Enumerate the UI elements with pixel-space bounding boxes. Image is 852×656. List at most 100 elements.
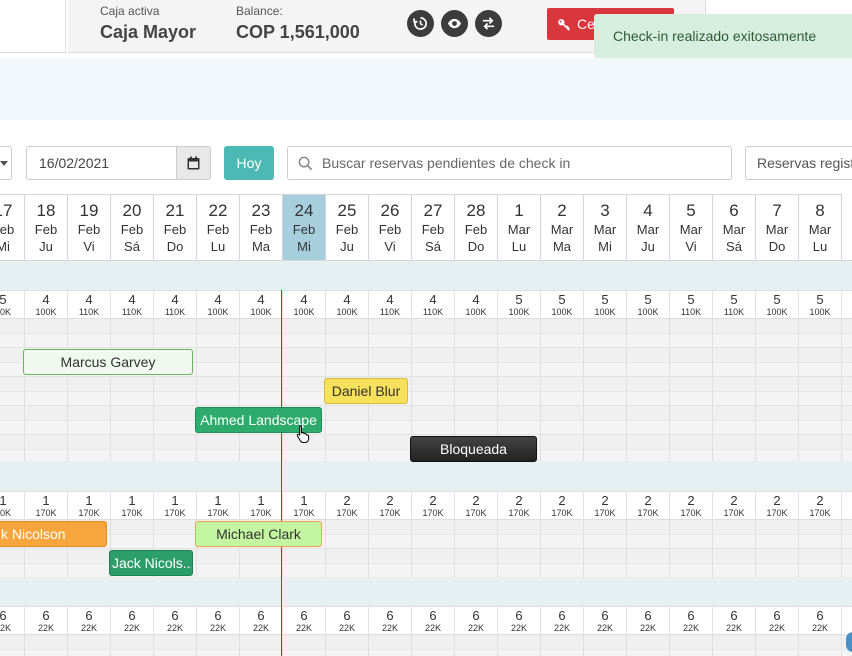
view-select[interactable] <box>0 146 12 180</box>
day-header[interactable]: 20 Feb Sá <box>111 194 154 260</box>
active-cash-value: Caja Mayor <box>100 22 197 42</box>
availability-cell[interactable]: 2 170K <box>369 492 412 520</box>
history-button[interactable] <box>407 10 434 37</box>
day-header[interactable]: 26 Feb Vi <box>369 194 412 260</box>
view-balance-button[interactable] <box>441 10 468 37</box>
availability-cell[interactable]: 5 100K <box>498 291 541 319</box>
availability-cell[interactable]: 5 100K <box>541 291 584 319</box>
date-input[interactable]: 16/02/2021 <box>26 146 177 180</box>
availability-cell[interactable]: 2 170K <box>713 492 756 520</box>
availability-cell[interactable]: 4 110K <box>369 291 412 319</box>
availability-cell[interactable]: 1 170K <box>111 492 154 520</box>
search-input[interactable] <box>322 147 722 179</box>
day-header[interactable]: 6 Mar Sá <box>713 194 756 260</box>
day-header[interactable]: 18 Feb Ju <box>25 194 68 260</box>
day-header[interactable]: 19 Feb Vi <box>68 194 111 260</box>
availability-cell[interactable]: 2 170K <box>498 492 541 520</box>
day-header[interactable]: 2 Mar Ma <box>541 194 584 260</box>
today-button[interactable]: Hoy <box>224 146 274 180</box>
availability-cell[interactable]: 4 100K <box>326 291 369 319</box>
day-header[interactable]: 23 Feb Ma <box>240 194 283 260</box>
availability-cell[interactable]: 5 100K <box>627 291 670 319</box>
calendar-button[interactable] <box>176 146 211 180</box>
availability-cell[interactable]: 500K <box>0 291 25 319</box>
search-box[interactable] <box>287 146 732 180</box>
booking-daniel-blur[interactable]: Daniel Blur <box>324 378 408 404</box>
availability-cell[interactable]: 2 170K <box>412 492 455 520</box>
availability-cell[interactable]: 1 170K <box>197 492 240 520</box>
availability-cell[interactable]: 4 100K <box>455 291 498 319</box>
availability-cell[interactable]: 2 170K <box>455 492 498 520</box>
day-header[interactable]: 4 Mar Ju <box>627 194 670 260</box>
availability-cell[interactable]: 5 100K <box>756 291 799 319</box>
availability-cell[interactable]: 2 170K <box>756 492 799 520</box>
availability-cell[interactable]: 4 100K <box>283 291 326 319</box>
booking-jack-nicolson[interactable]: k Nicolson <box>0 521 107 547</box>
day-header[interactable]: 22 Feb Lu <box>197 194 240 260</box>
booking-blocked[interactable]: Bloqueada <box>410 436 537 462</box>
booking-marcus-garvey[interactable]: Marcus Garvey <box>23 349 193 375</box>
availability-cell[interactable]: 5 110K <box>713 291 756 319</box>
day-header[interactable]: 5 Mar Vi <box>670 194 713 260</box>
availability-cell[interactable]: 1 170K <box>154 492 197 520</box>
availability-cell[interactable]: 2 170K <box>541 492 584 520</box>
availability-cell[interactable]: 4 110K <box>412 291 455 319</box>
booking-jack-nicolson-2[interactable]: Jack Nicols... <box>109 550 193 576</box>
availability-cell[interactable]: 4 100K <box>197 291 240 319</box>
day-header[interactable]: 28 Feb Do <box>455 194 498 260</box>
day-header[interactable]: 3 Mar Mi <box>584 194 627 260</box>
availability-cell[interactable]: 2 170K <box>584 492 627 520</box>
day-header[interactable]: 17 Feb Mi <box>0 194 25 260</box>
availability-cell[interactable]: 4 100K <box>240 291 283 319</box>
booking-michael-clark[interactable]: Michael Clark <box>195 521 322 547</box>
availability-cell[interactable]: 2 170K <box>799 492 842 520</box>
availability-cell[interactable]: 2 170K <box>627 492 670 520</box>
day-header[interactable]: 25 Feb Ju <box>326 194 369 260</box>
transfer-button[interactable] <box>475 10 502 37</box>
availability-cell[interactable]: 170K <box>0 492 25 520</box>
scroll-handle[interactable] <box>846 632 852 652</box>
availability-cell[interactable]: 4 110K <box>111 291 154 319</box>
availability-cell[interactable]: 5 110K <box>670 291 713 319</box>
availability-cell[interactable]: 1 170K <box>240 492 283 520</box>
day-header[interactable]: 7 Mar Do <box>756 194 799 260</box>
room-rows-area[interactable] <box>0 635 852 656</box>
availability-cell[interactable]: 5 100K <box>799 291 842 319</box>
availability-cell[interactable]: 1 170K <box>68 492 111 520</box>
availability-cell[interactable]: 4 110K <box>154 291 197 319</box>
availability-cell[interactable]: 2 170K <box>326 492 369 520</box>
day-header[interactable]: 21 Feb Do <box>154 194 197 260</box>
success-toast[interactable]: Check-in realizado exitosamente <box>594 14 852 58</box>
registered-bookings-button[interactable]: Reservas regist <box>745 146 852 180</box>
day-header[interactable]: 1 Mar Lu <box>498 194 541 260</box>
day-header[interactable]: 8 Mar Lu <box>799 194 842 260</box>
availability-cell[interactable]: 1 170K <box>25 492 68 520</box>
day-header[interactable]: 27 Feb Sá <box>412 194 455 260</box>
availability-cell[interactable]: 1 170K <box>283 492 326 520</box>
availability-cell[interactable]: 5 100K <box>584 291 627 319</box>
availability-cell[interactable]: 4 100K <box>25 291 68 319</box>
availability-cell[interactable]: 4 110K <box>68 291 111 319</box>
day-header[interactable]: 24 Feb Mi <box>283 194 326 260</box>
availability-cell[interactable]: 2 170K <box>670 492 713 520</box>
